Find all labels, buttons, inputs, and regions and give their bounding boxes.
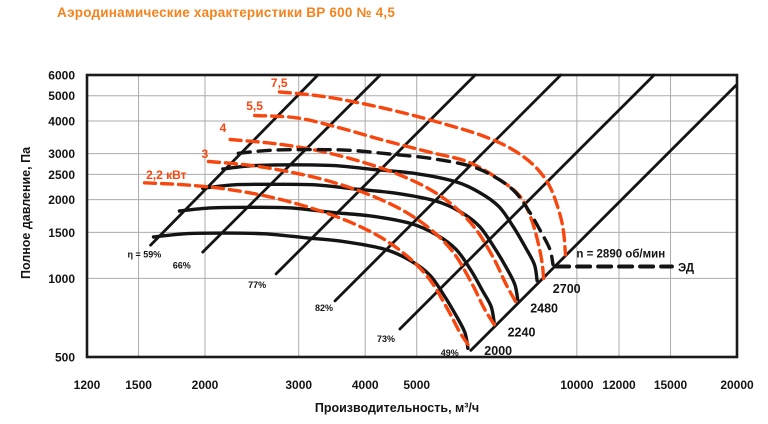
- y-axis-title: Полное давление, Па: [19, 146, 33, 279]
- label-power-7-5kw: 7,5: [271, 76, 288, 90]
- x-axis-title: Производительность, м³/ч: [315, 401, 479, 415]
- y-tick-label: 1000: [48, 272, 75, 286]
- y-tick-label: 2000: [48, 193, 75, 207]
- rpm-curve-2240: [177, 205, 496, 324]
- label-rpm-2700: 2700: [553, 282, 581, 296]
- eff-line-73: [398, 73, 656, 331]
- x-tick-label: 15000: [654, 378, 688, 392]
- label-rpm-2240: 2240: [508, 325, 536, 339]
- y-tick-label: 4000: [48, 115, 75, 129]
- x-tick-label: 3000: [285, 378, 312, 392]
- y-tick-label: 5000: [48, 89, 75, 103]
- curve-labels-layer: 2,2 кВт 34 5,5 7,5 η = 59% 66% 77% 82% 73% 49% 200…: [128, 76, 695, 358]
- label-power-3kw: 3: [202, 147, 209, 161]
- label-power-5-5kw: 5,5: [246, 99, 263, 113]
- label-rpm-2000: 2000: [484, 344, 512, 358]
- label-eff-49: 49%: [441, 348, 459, 358]
- label-power-4kw: 4: [220, 121, 227, 135]
- x-tick-label: 1200: [74, 378, 101, 392]
- label-eff-73: 73%: [377, 334, 395, 344]
- x-tick-label: 5000: [403, 378, 430, 392]
- plot-border: [85, 73, 739, 359]
- eff-line-59: [149, 73, 320, 247]
- power-curve-7-5kw: [277, 90, 568, 257]
- axis-ticks-layer: 1200 1500 2000 3000 4000 5000 10000 12000 15000 2…: [48, 69, 754, 393]
- x-tick-label: 10000: [560, 378, 594, 392]
- curves-layer: [142, 73, 738, 352]
- label-motor-speed: n = 2890 об/мин: [576, 249, 665, 261]
- label-ed: ЭД: [678, 263, 694, 275]
- eff-line-77: [274, 73, 477, 276]
- x-tick-label: 20000: [720, 378, 754, 392]
- x-tick-label: 4000: [352, 378, 379, 392]
- x-tick-label: 2000: [192, 378, 219, 392]
- label-eff-77: 77%: [248, 280, 266, 290]
- x-tick-label: 1500: [125, 378, 152, 392]
- eff-line-82: [333, 73, 563, 303]
- motor-curve-2890: [236, 147, 555, 267]
- label-eff-59: η = 59%: [128, 250, 162, 260]
- rpm-curve-2700: [221, 163, 539, 283]
- y-tick-label: 6000: [48, 69, 75, 83]
- y-tick-label: 2500: [48, 168, 75, 182]
- power-curve-2-2kw: [142, 181, 473, 350]
- label-rpm-2480: 2480: [530, 302, 558, 316]
- rpm-curve-2480: [201, 182, 520, 302]
- y-tick-label: 3000: [48, 147, 75, 161]
- power-curve-4kw: [228, 137, 519, 306]
- label-eff-82: 82%: [315, 303, 333, 313]
- x-tick-label: 12000: [602, 378, 636, 392]
- power-curve-3kw: [206, 159, 497, 328]
- label-eff-66: 66%: [173, 261, 191, 271]
- chart-title: Аэродинамические характеристики ВР 600 №…: [57, 5, 396, 20]
- eff-line-49: [469, 83, 738, 352]
- y-tick-label: 500: [55, 351, 75, 365]
- rpm-curve-2000: [151, 231, 470, 350]
- y-tick-label: 1500: [48, 226, 75, 240]
- label-power-2-2kw: 2,2 кВт: [146, 168, 187, 182]
